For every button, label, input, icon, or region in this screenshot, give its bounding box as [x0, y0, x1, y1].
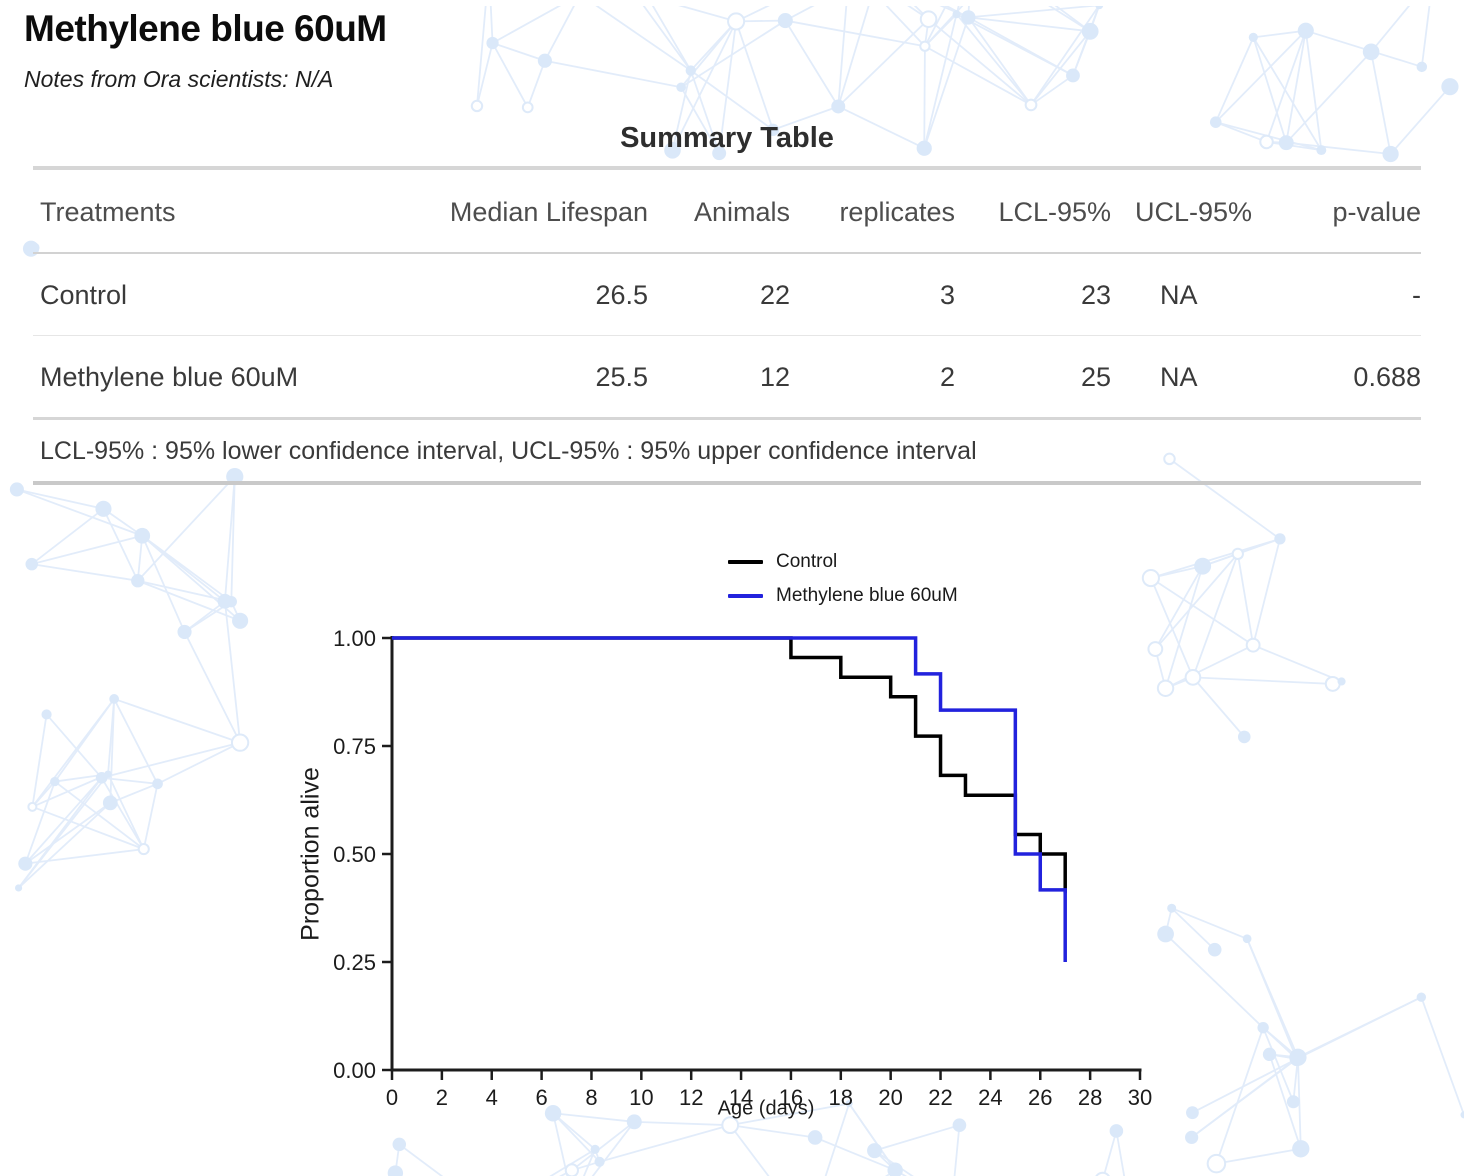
cell-ucl95: NA: [1160, 362, 1198, 392]
svg-text:24: 24: [978, 1085, 1002, 1110]
column-header-replicates: replicates: [839, 197, 955, 227]
column-header-treatments: Treatments: [40, 197, 176, 227]
svg-text:0.25: 0.25: [333, 950, 376, 975]
cell-pvalue: -: [1412, 280, 1421, 310]
table-row: Control 26.5 22 3 23 NA -: [33, 254, 1421, 336]
svg-text:0: 0: [386, 1085, 398, 1110]
molecule-background: [9, 6, 1464, 1176]
svg-text:18: 18: [829, 1085, 853, 1110]
table-row: Methylene blue 60uM 25.5 12 2 25 NA 0.68…: [33, 336, 1421, 420]
svg-text:20: 20: [878, 1085, 902, 1110]
column-header-median-lifespan: Median Lifespan: [449, 197, 648, 227]
page-title: Methylene blue 60uM: [24, 8, 387, 49]
legend-item-methylene-blue: Methylene blue 60uM: [728, 579, 958, 613]
cell-lcl95: 25: [1080, 362, 1111, 392]
chart-legend: Control Methylene blue 60uM: [728, 545, 958, 613]
cell-lcl95: 23: [1080, 280, 1111, 310]
x-axis-label: Age (days): [717, 1097, 815, 1120]
legend-label: Methylene blue 60uM: [776, 585, 958, 606]
column-header-pvalue: p-value: [1332, 197, 1421, 227]
svg-text:26: 26: [1028, 1085, 1052, 1110]
svg-text:30: 30: [1128, 1085, 1152, 1110]
cell-treatment: Methylene blue 60uM: [40, 362, 299, 392]
cell-median-lifespan: 25.5: [595, 362, 648, 392]
svg-text:22: 22: [928, 1085, 952, 1110]
cell-animals: 12: [759, 362, 790, 392]
survival-chart: 0 2 4 6 8 10 12 14 16 18 20 22 24 26 28 300.000.250.500…: [333, 626, 1152, 1110]
svg-text:12: 12: [679, 1085, 703, 1110]
svg-text:0.00: 0.00: [333, 1058, 376, 1083]
cell-replicates: 3: [939, 280, 955, 310]
svg-text:6: 6: [535, 1085, 547, 1110]
cell-animals: 22: [759, 280, 790, 310]
column-header-animals: Animals: [693, 197, 790, 227]
svg-text:4: 4: [486, 1085, 498, 1110]
table-header-row: Treatments Median Lifespan Animals repli…: [33, 170, 1421, 254]
legend-label: Control: [776, 551, 838, 572]
cell-ucl95: NA: [1160, 280, 1198, 310]
cell-treatment: Control: [40, 280, 128, 310]
legend-swatch: [728, 594, 763, 598]
summary-table-title: Summary Table: [620, 122, 834, 154]
svg-text:1.00: 1.00: [333, 626, 376, 651]
cell-replicates: 2: [939, 362, 955, 392]
svg-text:2: 2: [436, 1085, 448, 1110]
column-header-ucl95: UCL-95%: [1135, 197, 1253, 227]
legend-swatch: [728, 560, 763, 564]
svg-text:10: 10: [629, 1085, 653, 1110]
svg-text:0.50: 0.50: [333, 842, 376, 867]
legend-item-control: Control: [728, 545, 958, 579]
cell-pvalue: 0.688: [1353, 362, 1421, 392]
svg-text:8: 8: [585, 1085, 597, 1110]
svg-text:16: 16: [779, 1085, 803, 1110]
svg-text:0.75: 0.75: [333, 734, 376, 759]
table-footnote: LCL-95% : 95% lower confidence interval,…: [33, 420, 1421, 485]
svg-text:14: 14: [729, 1085, 753, 1110]
cell-median-lifespan: 26.5: [595, 280, 648, 310]
svg-text:28: 28: [1078, 1085, 1102, 1110]
column-header-lcl95: LCL-95%: [998, 197, 1111, 227]
page-subtitle: Notes from Ora scientists: N/A: [24, 66, 334, 92]
summary-table: Treatments Median Lifespan Animals repli…: [33, 166, 1421, 485]
survival-chart-section: Control Methylene blue 60uM Proportion a…: [0, 496, 1464, 1176]
